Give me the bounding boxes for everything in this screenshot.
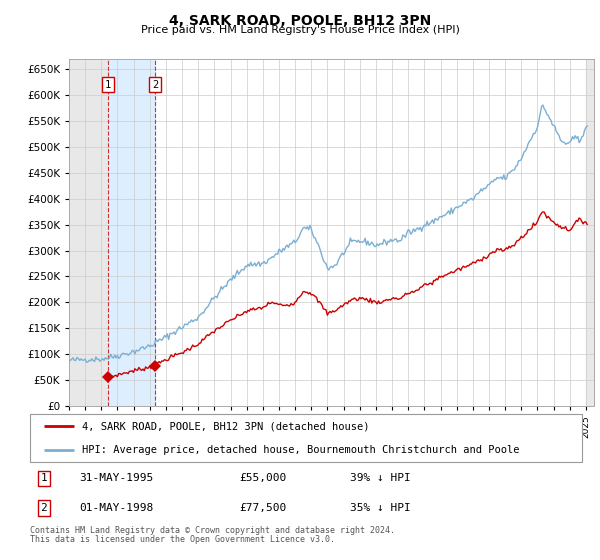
- Text: £77,500: £77,500: [240, 503, 287, 513]
- Text: Contains HM Land Registry data © Crown copyright and database right 2024.: Contains HM Land Registry data © Crown c…: [30, 526, 395, 535]
- Bar: [586, 59, 594, 406]
- Text: 1: 1: [105, 80, 111, 90]
- Text: 35% ↓ HPI: 35% ↓ HPI: [350, 503, 411, 513]
- Text: 31-MAY-1995: 31-MAY-1995: [80, 473, 154, 483]
- Text: 4, SARK ROAD, POOLE, BH12 3PN: 4, SARK ROAD, POOLE, BH12 3PN: [169, 14, 431, 28]
- Bar: [586, 59, 594, 406]
- Text: 2: 2: [152, 80, 158, 90]
- Text: 1: 1: [40, 473, 47, 483]
- Text: HPI: Average price, detached house, Bournemouth Christchurch and Poole: HPI: Average price, detached house, Bour…: [82, 445, 520, 455]
- Bar: [108, 59, 155, 406]
- Bar: [69, 59, 108, 406]
- Text: £55,000: £55,000: [240, 473, 287, 483]
- Text: 4, SARK ROAD, POOLE, BH12 3PN (detached house): 4, SARK ROAD, POOLE, BH12 3PN (detached …: [82, 421, 370, 431]
- Text: 2: 2: [40, 503, 47, 513]
- FancyBboxPatch shape: [30, 414, 582, 462]
- Text: 39% ↓ HPI: 39% ↓ HPI: [350, 473, 411, 483]
- Text: 01-MAY-1998: 01-MAY-1998: [80, 503, 154, 513]
- Bar: [69, 59, 108, 406]
- Text: This data is licensed under the Open Government Licence v3.0.: This data is licensed under the Open Gov…: [30, 535, 335, 544]
- Text: Price paid vs. HM Land Registry's House Price Index (HPI): Price paid vs. HM Land Registry's House …: [140, 25, 460, 35]
